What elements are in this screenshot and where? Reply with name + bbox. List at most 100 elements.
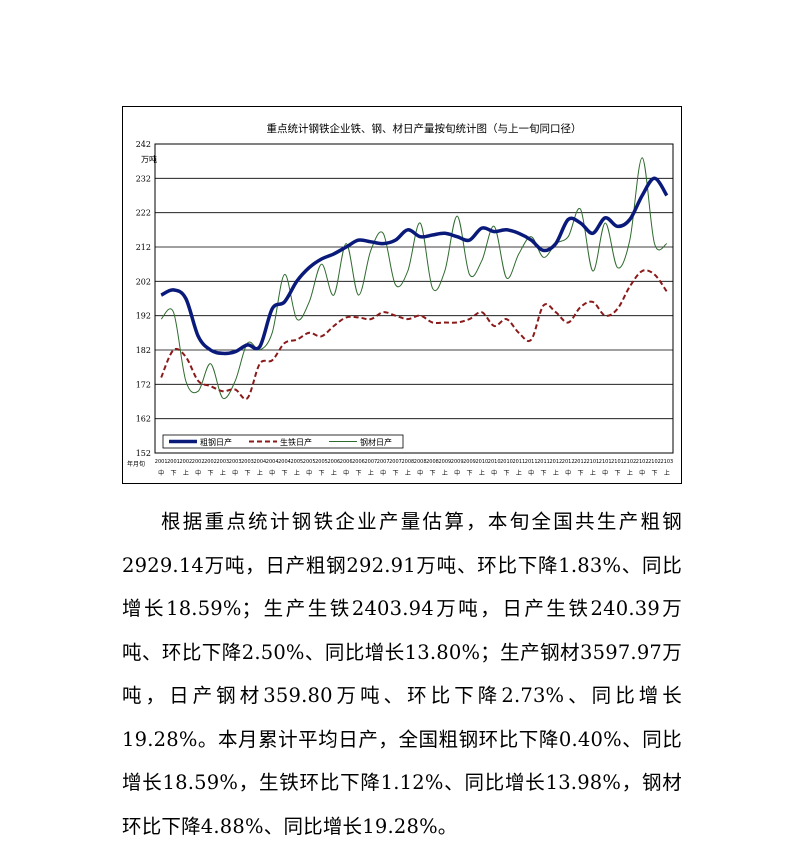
x-tick-label-period: 上 xyxy=(183,469,189,477)
x-tick-label-year: 2009 xyxy=(451,459,464,465)
x-tick-label-year: 2012 xyxy=(549,459,562,465)
summary-paragraph: 根据重点统计钢铁企业产量估算，本旬全国共生产粗钢2929.14万吨，日产粗钢29… xyxy=(122,510,682,838)
x-tick-label-period: 中 xyxy=(565,469,571,477)
x-tick-label-year: 2012 xyxy=(562,459,575,465)
x-tick-label-year: 2101 xyxy=(586,459,599,465)
y-tick-label: 232 xyxy=(136,174,151,183)
x-tick-label-year: 2003 xyxy=(229,459,242,465)
x-tick-label-period: 中 xyxy=(417,469,423,477)
x-tick-label-year: 2002 xyxy=(204,459,217,465)
y-tick-label: 212 xyxy=(136,243,151,252)
x-tick-label-year: 2003 xyxy=(241,459,254,465)
x-tick-label-period: 下 xyxy=(244,470,250,477)
x-tick-label-year: 2004 xyxy=(266,459,279,465)
x-unit-label: 年月旬 xyxy=(127,460,145,468)
x-tick-label-year: 2011 xyxy=(525,459,538,465)
chart-frame: 152 162 172 182 192 202 212 222 232 242 重点统计钢铁企业铁、… xyxy=(122,106,682,484)
x-tick-label-period: 下 xyxy=(281,470,287,477)
x-tick-label-period: 上 xyxy=(220,469,226,477)
x-tick-label-year: 2006 xyxy=(352,459,365,465)
y-tick-label: 182 xyxy=(136,346,151,355)
x-tick-label-period: 上 xyxy=(257,469,263,477)
x-tick-label-year: 2102 xyxy=(648,459,661,465)
x-tick-label-period: 下 xyxy=(355,470,361,477)
x-tick-label-period: 下 xyxy=(651,470,657,477)
x-tick-label-period: 上 xyxy=(442,469,448,477)
x-tick-label-year: 2005 xyxy=(290,459,303,465)
y-tick-label: 152 xyxy=(136,449,151,458)
x-tick-label-year: 2007 xyxy=(364,459,377,465)
x-tick-label-period: 上 xyxy=(331,469,337,477)
x-tick-label-year: 2002 xyxy=(179,459,192,465)
x-tick-label-period: 下 xyxy=(503,470,509,477)
x-tick-label-year: 2010 xyxy=(488,459,501,465)
y-tick-label: 222 xyxy=(136,209,151,218)
x-tick-label-period: 下 xyxy=(466,470,472,477)
x-tick-label-period: 上 xyxy=(368,469,374,477)
x-tick-label-year: 2008 xyxy=(401,459,414,465)
x-tick-label-period: 中 xyxy=(158,469,164,477)
x-tick-label-period: 中 xyxy=(528,469,534,477)
x-tick-label-period: 中 xyxy=(232,469,238,477)
x-tick-label-period: 中 xyxy=(639,469,645,477)
y-tick-label: 202 xyxy=(136,277,151,286)
x-tick-label-year: 2006 xyxy=(327,459,340,465)
legend-label: 生铁日产 xyxy=(280,437,312,447)
x-tick-label-year: 2011 xyxy=(537,459,550,465)
x-tick-label-period: 上 xyxy=(627,469,633,477)
x-tick-label-year: 2001 xyxy=(155,459,168,465)
x-tick-label-year: 2102 xyxy=(623,459,636,465)
x-tick-label-period: 中 xyxy=(380,469,386,477)
y-unit-label: 万吨 xyxy=(141,154,157,164)
x-tick-label-year: 2007 xyxy=(389,459,402,465)
x-tick-label-period: 下 xyxy=(207,470,213,477)
x-tick-label-year: 2008 xyxy=(414,459,427,465)
x-tick-label-year: 2002 xyxy=(192,459,205,465)
x-tick-label-year: 2005 xyxy=(315,459,328,465)
x-tick-label-year: 2001 xyxy=(167,459,180,465)
x-tick-label-year: 2004 xyxy=(278,459,291,465)
y-tick-label: 172 xyxy=(136,380,151,389)
x-tick-label-year: 2006 xyxy=(340,459,353,465)
x-tick-label-period: 下 xyxy=(170,470,176,477)
y-tick-label: 192 xyxy=(136,312,151,321)
x-tick-label-year: 2009 xyxy=(463,459,476,465)
body-text: 根据重点统计钢铁企业产量估算，本旬全国共生产粗钢2929.14万吨，日产粗钢29… xyxy=(122,500,682,848)
x-tick-label-period: 上 xyxy=(553,469,559,477)
x-tick-label-period: 上 xyxy=(590,469,596,477)
x-tick-label-period: 上 xyxy=(479,469,485,477)
x-tick-label-period: 中 xyxy=(269,469,275,477)
x-tick-label-year: 2010 xyxy=(475,459,488,465)
x-tick-label-year: 2004 xyxy=(253,459,266,465)
x-tick-label-period: 下 xyxy=(429,470,435,477)
y-tick-label: 162 xyxy=(136,415,151,424)
chart-title: 重点统计钢铁企业铁、钢、材日产量按旬统计图（与上一旬同口径） xyxy=(267,122,582,135)
x-tick-label-period: 上 xyxy=(516,469,522,477)
x-tick-label-period: 下 xyxy=(614,470,620,477)
y-tick-label: 242 xyxy=(136,140,151,149)
legend-label: 粗钢日产 xyxy=(200,437,232,447)
x-tick-label-year: 2007 xyxy=(377,459,390,465)
x-tick-label-year: 2102 xyxy=(636,459,649,465)
legend-label: 钢材日产 xyxy=(360,437,392,447)
x-tick-label-year: 2005 xyxy=(303,459,316,465)
x-tick-label-period: 下 xyxy=(577,470,583,477)
x-tick-label-period: 上 xyxy=(405,469,411,477)
x-tick-label-period: 中 xyxy=(343,469,349,477)
x-tick-label-year: 2003 xyxy=(216,459,229,465)
x-tick-label-period: 中 xyxy=(195,469,201,477)
legend-box xyxy=(162,434,404,449)
x-tick-label-period: 中 xyxy=(491,469,497,477)
x-tick-label-period: 下 xyxy=(318,470,324,477)
x-tick-label-year: 2101 xyxy=(599,459,612,465)
x-tick-label-period: 上 xyxy=(294,469,300,477)
x-tick-label-year: 2009 xyxy=(438,459,451,465)
x-tick-label-period: 下 xyxy=(540,470,546,477)
x-tick-label-period: 中 xyxy=(454,469,460,477)
x-tick-label-year: 2012 xyxy=(574,459,587,465)
x-tick-label-year: 2103 xyxy=(660,459,673,465)
x-tick-label-year: 2101 xyxy=(611,459,624,465)
x-tick-label-year: 2011 xyxy=(512,459,525,465)
x-tick-label-period: 中 xyxy=(306,469,312,477)
series-line-solid-thick xyxy=(160,176,669,356)
